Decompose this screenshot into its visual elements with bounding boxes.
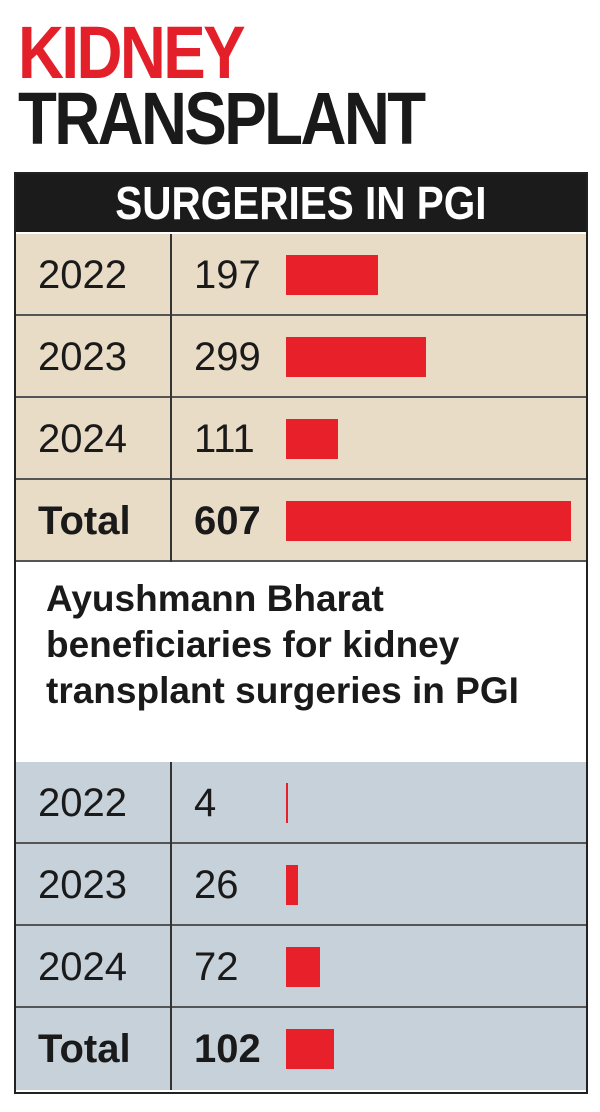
title-line: TRANSPLANT	[18, 77, 426, 160]
table-row: 2022 4	[16, 762, 586, 844]
table-row: 2024 72	[16, 926, 586, 1008]
bar	[286, 947, 320, 987]
bar	[286, 419, 339, 459]
table-row: 2023 26	[16, 844, 586, 926]
row-label: 2023	[38, 863, 127, 907]
row-label: 2022	[38, 781, 127, 825]
table-row: Total 607	[16, 480, 586, 562]
bar	[286, 501, 571, 541]
table-row: 2024 111	[16, 398, 586, 480]
section-heading: Ayushmann Bharat beneficiaries for kidne…	[16, 562, 586, 762]
divider	[170, 480, 172, 562]
row-label: 2024	[38, 417, 127, 461]
table-row: 2023 299	[16, 316, 586, 398]
section-heading: SURGERIES IN PGI	[16, 174, 586, 232]
divider	[170, 398, 172, 480]
divider	[170, 926, 172, 1008]
row-value: 26	[194, 863, 239, 907]
bar	[286, 783, 288, 823]
heading-text: SURGERIES IN PGI	[115, 177, 487, 229]
table-row: Total 102	[16, 1008, 586, 1090]
row-value: 102	[194, 1027, 261, 1071]
divider	[170, 1008, 172, 1090]
row-label: 2024	[38, 945, 127, 989]
divider	[170, 316, 172, 398]
row-label: Total	[38, 1027, 131, 1071]
table: SURGERIES IN PGI 2022 197 2023 299 2024 111 Tot…	[14, 172, 588, 1094]
row-value: 4	[194, 781, 217, 825]
title-line: KIDNEY	[18, 11, 246, 94]
bar	[286, 865, 299, 905]
row-label: Total	[38, 499, 131, 543]
row-value: 197	[194, 253, 261, 297]
divider	[170, 762, 172, 844]
row-value: 111	[194, 417, 255, 461]
row-label: 2023	[38, 335, 127, 379]
divider	[170, 234, 172, 316]
row-label: 2022	[38, 253, 127, 297]
table-row: 2022 197	[16, 234, 586, 316]
bar	[286, 1029, 334, 1069]
divider	[170, 844, 172, 926]
row-value: 299	[194, 335, 261, 379]
row-value: 607	[194, 499, 261, 543]
row-value: 72	[194, 945, 239, 989]
bar	[286, 255, 379, 295]
bar	[286, 337, 427, 377]
